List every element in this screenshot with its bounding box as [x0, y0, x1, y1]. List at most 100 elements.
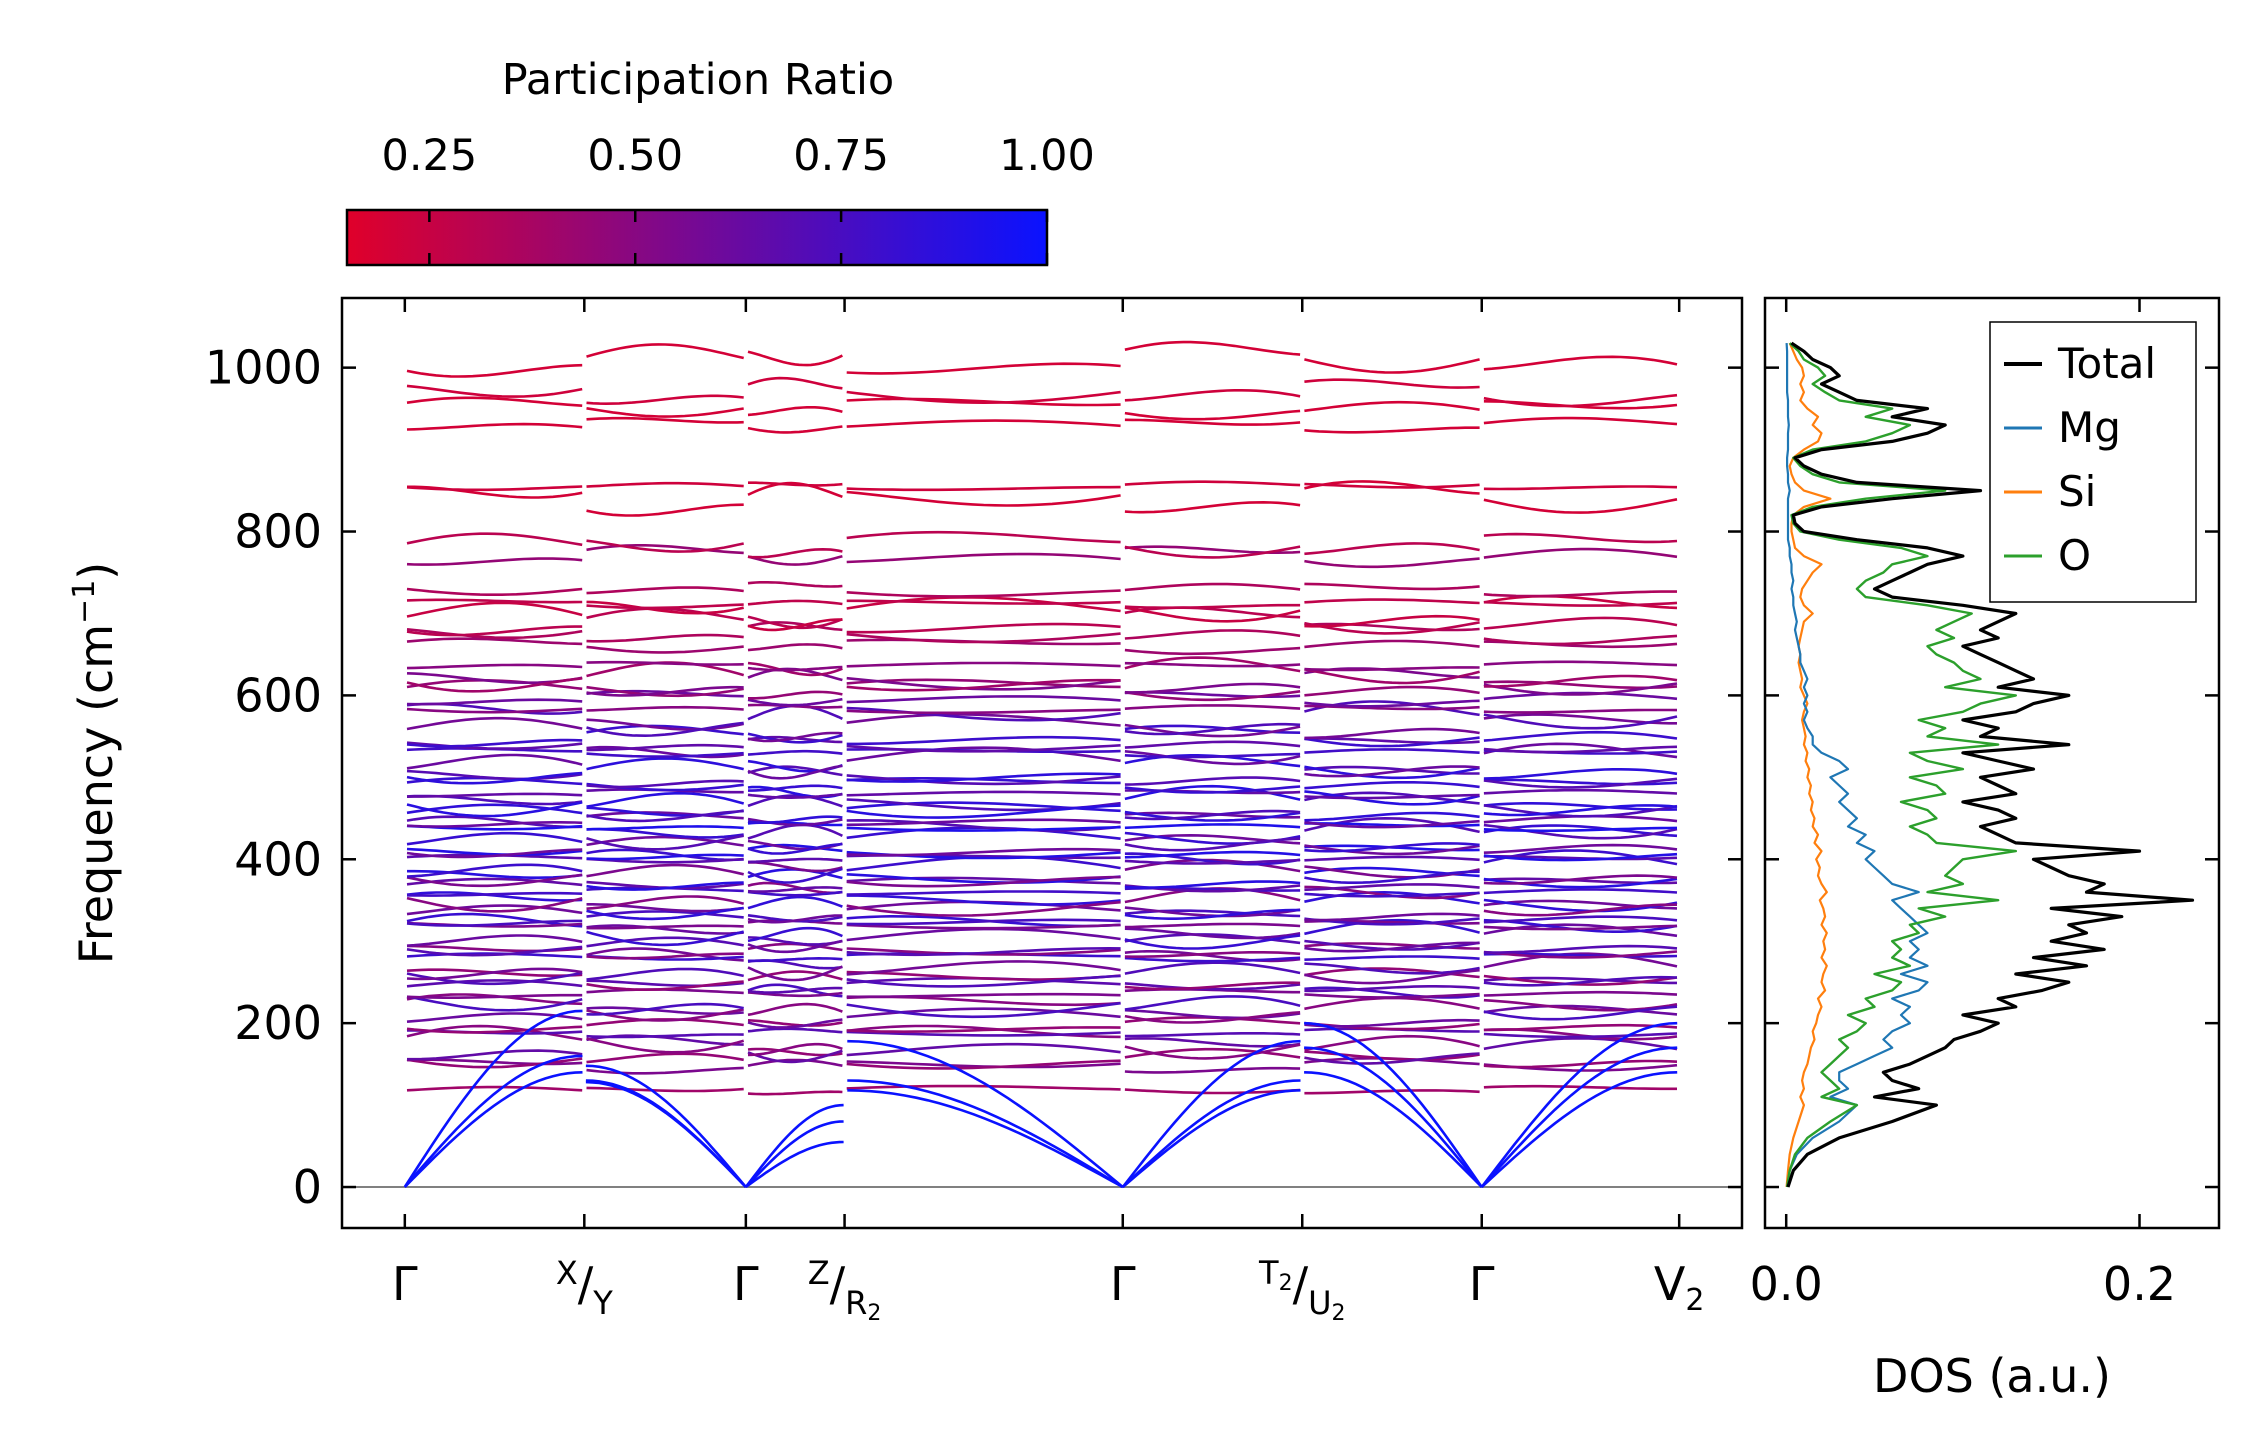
optical-band — [846, 818, 1121, 827]
optical-band — [1483, 393, 1678, 408]
optical-band — [1124, 582, 1301, 592]
optical-band — [747, 886, 843, 893]
optical-band — [586, 685, 744, 698]
optical-band — [1124, 409, 1301, 421]
optical-band — [846, 490, 1121, 507]
optical-band — [586, 863, 744, 878]
optical-band — [747, 986, 843, 994]
frequency-tick-label: 800 — [234, 505, 322, 559]
optical-band — [1304, 622, 1480, 632]
optical-band — [1304, 855, 1480, 862]
optical-band — [1483, 874, 1678, 885]
optical-band — [1124, 603, 1301, 609]
kpoint-label-sep: / — [1293, 1257, 1309, 1311]
optical-band — [846, 485, 1121, 492]
optical-band — [1483, 802, 1678, 811]
optical-band — [1124, 1032, 1301, 1038]
acoustic-band — [847, 1089, 1124, 1189]
optical-band — [1124, 500, 1301, 514]
kpoint-label-second: R — [845, 1284, 867, 1322]
optical-band — [1304, 781, 1480, 790]
colorbar-tick-label: 0.50 — [587, 131, 683, 181]
optical-band — [406, 716, 583, 731]
optical-band — [1483, 485, 1678, 491]
optical-band — [586, 881, 744, 891]
optical-band — [846, 900, 1121, 917]
optical-band — [846, 927, 1121, 942]
optical-band — [586, 924, 744, 930]
optical-band — [747, 350, 843, 367]
frequency-tick-label: 200 — [234, 996, 322, 1050]
optical-band — [846, 744, 1121, 753]
optical-band — [747, 815, 843, 824]
optical-band — [747, 618, 843, 632]
dos-curves — [1785, 341, 2195, 1188]
optical-band — [406, 598, 583, 604]
optical-band — [1124, 752, 1301, 759]
optical-band — [1483, 730, 1678, 742]
kpoint-label-sep: / — [830, 1257, 846, 1311]
frequency-tick-label: 400 — [234, 832, 322, 886]
optical-band — [586, 857, 744, 864]
optical-band — [1483, 674, 1678, 688]
optical-band — [1304, 668, 1480, 685]
optical-band — [1304, 844, 1480, 856]
optical-band — [846, 1042, 1121, 1057]
optical-band — [1124, 858, 1301, 865]
kpoint-label-first: Z — [808, 1254, 830, 1292]
optical-band — [1124, 740, 1301, 749]
optical-band — [586, 757, 744, 771]
optical-band — [1483, 924, 1678, 931]
optical-band — [586, 924, 744, 935]
optical-band — [747, 895, 843, 910]
optical-band — [406, 945, 583, 957]
optical-band — [1124, 646, 1301, 656]
optical-band — [406, 557, 583, 566]
optical-band — [747, 665, 843, 672]
phonon-bands — [342, 340, 1742, 1189]
optical-band — [586, 394, 744, 406]
optical-band — [1124, 1088, 1301, 1095]
dos-plot-frame — [1763, 296, 2221, 1230]
acoustic-band — [403, 1009, 583, 1188]
dos-line-total — [1786, 341, 2195, 1188]
optical-band — [1124, 389, 1301, 402]
optical-band — [1483, 600, 1678, 607]
optical-band — [846, 676, 1121, 691]
optical-band — [1304, 685, 1480, 697]
optical-band — [747, 793, 843, 799]
optical-band — [406, 1085, 583, 1092]
optical-band — [1483, 826, 1678, 833]
optical-band — [586, 952, 744, 960]
optical-band — [1304, 621, 1480, 635]
optical-band — [1483, 944, 1678, 954]
optical-band — [747, 939, 843, 954]
optical-band — [1304, 426, 1480, 434]
optical-band — [406, 912, 583, 928]
kpoint-label-first: X — [556, 1254, 578, 1292]
optical-band — [1483, 634, 1678, 646]
optical-band — [846, 992, 1121, 999]
optical-band — [1304, 941, 1480, 953]
optical-band — [1304, 400, 1480, 413]
optical-band — [846, 1007, 1121, 1019]
optical-band — [747, 1027, 843, 1034]
optical-band — [1304, 912, 1480, 922]
legend-label-mg: Mg — [2058, 403, 2121, 452]
optical-band — [747, 731, 843, 743]
optical-band — [1304, 598, 1480, 605]
colorbar-tick-label: 1.00 — [999, 131, 1095, 181]
optical-band — [1483, 1005, 1678, 1021]
optical-band — [1304, 793, 1480, 800]
optical-band — [1483, 532, 1678, 544]
optical-band — [747, 481, 843, 499]
optical-band — [1304, 821, 1480, 828]
optical-band — [1124, 982, 1301, 991]
optical-band — [586, 910, 744, 919]
optical-band — [1304, 968, 1480, 985]
optical-band — [1483, 990, 1678, 997]
optical-band — [846, 875, 1121, 888]
optical-band — [586, 407, 744, 418]
optical-band — [586, 967, 744, 981]
acoustic-band — [745, 1140, 844, 1189]
